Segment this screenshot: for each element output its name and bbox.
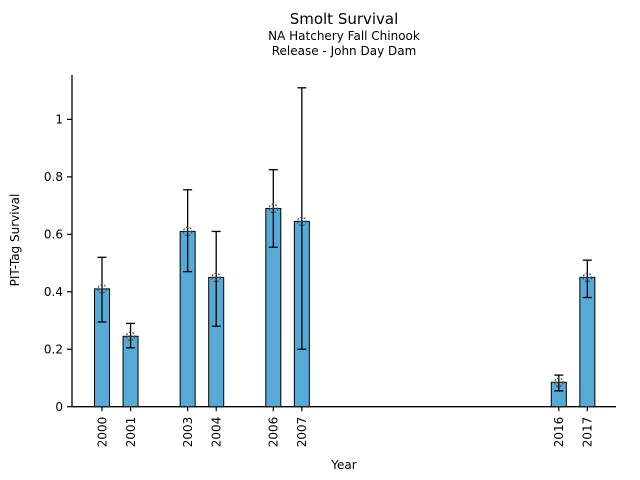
y-tick-label: 0.4: [44, 285, 63, 299]
y-tick-label: 0.8: [44, 170, 63, 184]
x-tick-label-2016: 2016: [552, 417, 566, 448]
x-tick-label-2006: 2006: [267, 417, 281, 448]
point-marker-2004: [211, 272, 221, 283]
point-marker-2006: [268, 203, 279, 214]
y-tick-label: 0.6: [44, 228, 63, 242]
point-marker-2001: [125, 331, 136, 342]
x-tick-label-2004: 2004: [210, 417, 224, 448]
point-marker-2007: [297, 216, 307, 227]
y-tick-label: 0: [55, 400, 63, 414]
point-marker-2016: [553, 377, 564, 388]
x-tick-label-2003: 2003: [181, 417, 195, 448]
x-tick-label-2000: 2000: [95, 417, 109, 448]
x-tick-label-2007: 2007: [295, 417, 309, 448]
x-axis-label: Year: [331, 458, 357, 472]
point-marker-2000: [97, 284, 107, 294]
chart-subtitle-line2: Release - John Day Dam: [271, 44, 417, 58]
chart-subtitle-line1: NA Hatchery Fall Chinook: [268, 29, 420, 43]
x-tick-label-2017: 2017: [581, 417, 595, 448]
y-tick-label: 1: [55, 113, 63, 127]
y-tick-label: 0.2: [44, 342, 63, 356]
chart-title: Smolt Survival: [289, 10, 399, 28]
x-tick-label-2001: 2001: [124, 417, 138, 448]
point-marker-2003: [182, 226, 193, 237]
point-marker-2017: [582, 272, 593, 283]
